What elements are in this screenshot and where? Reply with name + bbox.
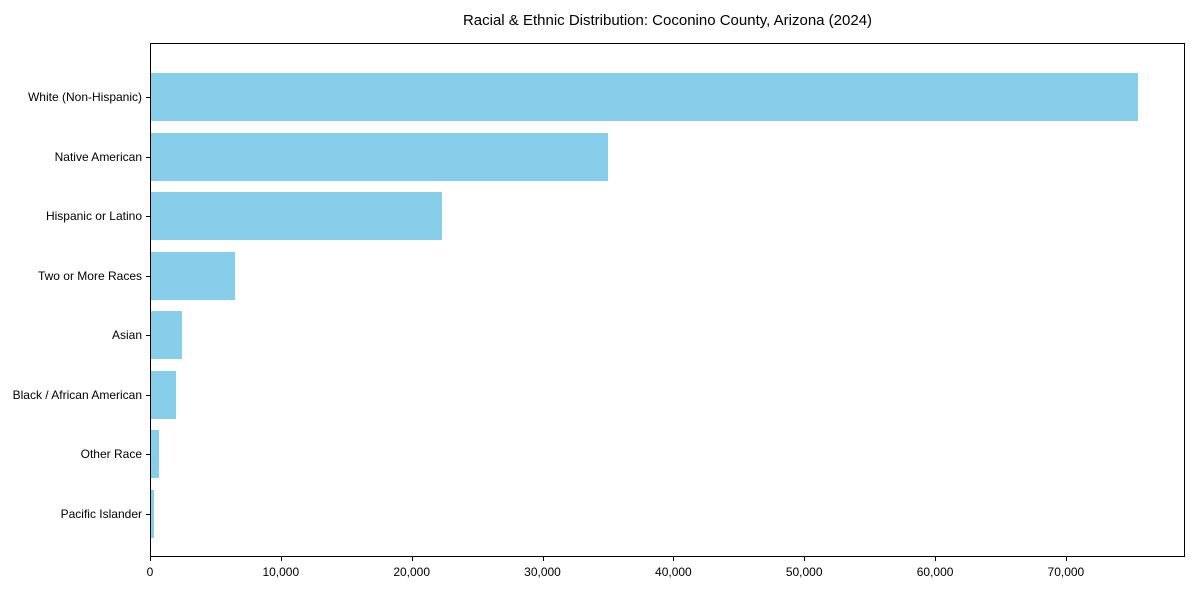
bar-white-non-hispanic [151, 73, 1138, 121]
x-tick-label: 20,000 [393, 565, 431, 579]
x-tick-mark [280, 557, 282, 561]
bar-native-american [151, 132, 608, 181]
bar-hispanic-or-latino [151, 192, 442, 241]
y-tick-mark [146, 275, 150, 277]
y-tick-mark [146, 97, 150, 98]
x-tick-mark [542, 557, 544, 561]
y-tick-label: Hispanic or Latino [45, 209, 142, 224]
y-tick-mark [146, 216, 150, 218]
x-tick-mark [804, 557, 806, 561]
chart-title: Racial & Ethnic Distribution: Coconino C… [462, 12, 873, 29]
x-tick-mark [1065, 557, 1067, 561]
bar-pacific-islander [151, 489, 154, 538]
y-tick-label: Native American [54, 149, 142, 164]
y-tick-label: White (Non-Hispanic) [27, 90, 142, 104]
y-tick-mark [146, 394, 150, 396]
bar-asian [151, 311, 183, 360]
y-tick-mark [146, 156, 150, 158]
bar-other-race [151, 430, 159, 479]
y-tick-mark [146, 454, 150, 456]
x-tick-label: 40,000 [655, 565, 692, 579]
y-tick-label: Black / African American [12, 387, 142, 402]
y-tick-label: Other Race [80, 447, 142, 462]
y-tick-label: Two or More Races [37, 268, 142, 283]
y-tick-mark [146, 335, 150, 337]
x-tick-mark [150, 557, 151, 561]
y-tick-label: Asian [111, 328, 142, 343]
x-tick-mark [411, 557, 413, 561]
x-tick-label: 0 [146, 565, 154, 579]
x-tick-label: 50,000 [785, 565, 823, 579]
x-tick-mark [673, 557, 675, 561]
bar-two-or-more-races [151, 251, 236, 300]
plot-area [150, 43, 1185, 557]
y-tick-mark [146, 513, 150, 515]
x-tick-label: 30,000 [524, 565, 561, 579]
x-tick-label: 70,000 [1047, 565, 1085, 579]
x-tick-label: 10,000 [262, 565, 300, 579]
bar-black-african-american [151, 370, 176, 419]
x-tick-mark [935, 557, 937, 561]
x-tick-label: 60,000 [916, 565, 954, 579]
y-tick-label: Pacific Islander [60, 506, 142, 521]
